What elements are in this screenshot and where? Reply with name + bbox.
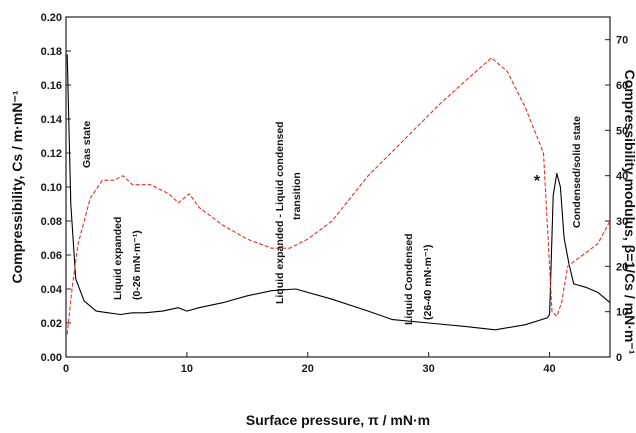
x-tick-label: 10 (181, 363, 193, 375)
y-right-tick-label: 20 (616, 261, 628, 273)
annotation-condensed-solid: Condensed/solid state (571, 116, 583, 228)
y-left-tick-label: 0.12 (41, 148, 62, 160)
annotation-liquid-condensed: Liquid Condensed (403, 233, 415, 325)
y-right-tick-group: 0 10 20 30 40 50 60 70 (605, 35, 628, 364)
y-left-tick-label: 0.18 (41, 46, 62, 58)
y-left-tick-label: 0.20 (41, 12, 62, 24)
y-right-tick-label: 0 (616, 352, 622, 364)
y-left-tick-group: 0.00 0.02 0.04 0.06 0.08 0.10 0.12 0.14 0.16 0.18… (41, 12, 71, 364)
y-left-tick-label: 0.14 (41, 114, 63, 126)
x-tick-label: 40 (543, 363, 555, 375)
y-left-tick-label: 0.00 (41, 352, 62, 364)
annotation-liquid-expanded: Liquid expanded (112, 217, 124, 300)
annotation-le-lc-line1: Liquid expanded - Liquid condensed (274, 121, 286, 304)
annotation-le-lc-line2: transition (291, 172, 303, 220)
series-line-compressibility (66, 54, 611, 331)
y-right-tick-label: 10 (616, 307, 628, 319)
y-right-tick-label: 60 (616, 80, 628, 92)
x-tick-label: 30 (423, 363, 435, 375)
annotation-liquid-condensed-range: (26-40 mN·m⁻¹) (422, 244, 434, 320)
y-right-tick-label: 40 (616, 171, 628, 183)
y-left-tick-label: 0.04 (41, 284, 63, 296)
y-left-tick-label: 0.16 (41, 80, 62, 92)
annotation-liquid-expanded-range: (0-26 mN·m⁻¹) (131, 230, 143, 300)
y-left-tick-label: 0.10 (41, 182, 62, 194)
plot-area (65, 16, 611, 358)
y-right-tick-label: 70 (616, 35, 628, 47)
y-right-axis-title: Compressibility modulus, β=1/Cs / mN·m⁻¹ (622, 70, 636, 355)
series-line-modulus (66, 57, 611, 335)
x-tick-group: 0 10 20 30 40 (63, 352, 556, 375)
annotation-gas-state: Gas state (81, 121, 93, 168)
annotation-star: * (534, 173, 541, 190)
y-right-tick-label: 30 (616, 216, 628, 228)
x-tick-label: 0 (63, 363, 69, 375)
x-axis-title: Surface pressure, π / mN·m (246, 412, 430, 428)
series-group (66, 54, 611, 335)
y-left-axis-title: Compressibility, Cs / m·mN⁻¹ (9, 90, 25, 283)
y-left-tick-label: 0.06 (41, 250, 62, 262)
y-left-tick-label: 0.02 (41, 318, 62, 330)
x-tick-label: 20 (302, 363, 314, 375)
y-right-tick-label: 50 (616, 125, 628, 137)
y-left-tick-label: 0.08 (41, 216, 62, 228)
